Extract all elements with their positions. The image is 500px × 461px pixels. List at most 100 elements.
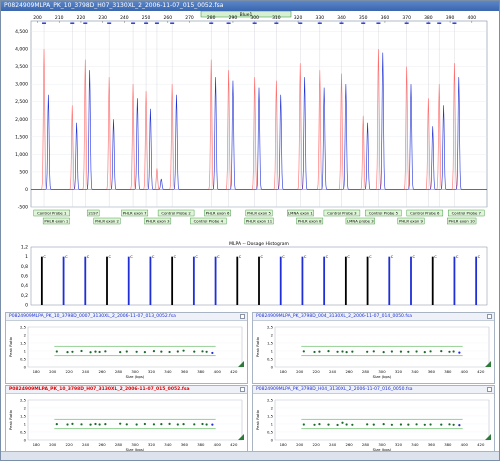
- data-point: [160, 350, 163, 353]
- y-tick-label: 0: [24, 364, 27, 369]
- data-point: [80, 349, 83, 353]
- x-tick-label: 310: [272, 15, 281, 21]
- data-point: [318, 350, 321, 353]
- data-point: [125, 423, 128, 426]
- dosage-bar: [279, 256, 282, 305]
- y-tick-label: 1,5: [267, 340, 274, 345]
- x-axis-label: Size (bps): [126, 374, 145, 379]
- bar-label: C: [413, 255, 416, 259]
- resize-grip-icon: [238, 361, 244, 367]
- bin-marker: [437, 22, 442, 24]
- data-point: [125, 350, 128, 353]
- y-tick-label: 1: [25, 254, 28, 260]
- data-point: [94, 350, 97, 353]
- bar-label: C: [456, 255, 459, 259]
- data-point: [390, 350, 393, 353]
- dosage-bar: [366, 256, 369, 305]
- x-tick-label: 300: [131, 442, 139, 447]
- bin-marker: [317, 22, 322, 24]
- bin-marker: [404, 22, 409, 24]
- data-point: [80, 423, 83, 426]
- data-point: [89, 351, 92, 354]
- x-tick-label: 240: [120, 15, 129, 21]
- ratio-panel-2[interactable]: P0824909MLPA_PK_3798D_004_3130XL_2_2006-…: [252, 312, 495, 384]
- bar-label: C: [43, 255, 46, 259]
- y-tick-label: 2,000: [15, 117, 28, 123]
- data-point: [423, 423, 426, 426]
- x-tick-label: 260: [345, 369, 353, 374]
- bar-label: C: [217, 255, 220, 259]
- bar-label: C: [195, 255, 198, 259]
- data-point: [372, 423, 375, 426]
- probe-row1-box: [33, 209, 70, 217]
- series-line-blue: [31, 52, 487, 190]
- y-tick-label: 1,5: [267, 413, 274, 418]
- dosage-bar: [431, 256, 434, 305]
- bar-label: C: [87, 255, 90, 259]
- electropherogram-chart[interactable]: Blue1 200 210 220 230 240 250 260 270 280 290 300 31…: [1, 11, 499, 241]
- x-tick-label: 240: [329, 442, 337, 447]
- x-tick-label: 380: [444, 369, 452, 374]
- probe-row1-box: [204, 209, 231, 217]
- dosage-bar: [171, 256, 174, 305]
- data-point: [345, 351, 348, 354]
- ratio-panel-4[interactable]: P0824909MLPA_PK_3798D_H04_3130XL_2_2006-…: [252, 385, 495, 457]
- x-tick-label: 300: [250, 15, 259, 21]
- x-tick-label: 200: [49, 369, 57, 374]
- bar-label: C: [326, 255, 329, 259]
- bin-marker: [42, 22, 47, 24]
- y-tick-label: 2: [24, 405, 27, 410]
- data-point: [66, 423, 69, 426]
- probe-row1-box: [406, 209, 444, 217]
- dosage-bar: [40, 256, 43, 305]
- x-tick-label: 240: [82, 369, 90, 374]
- data-point: [313, 350, 316, 354]
- panel-checkbox[interactable]: [240, 314, 245, 319]
- bar-label: C: [391, 255, 394, 259]
- x-tick-label: 330: [316, 15, 325, 21]
- bar-label: C: [282, 255, 285, 259]
- x-tick-label: 420: [230, 442, 238, 447]
- ratio-panel-1[interactable]: P0824909MLPA_PK_10_3798D_0007_3130XL_2_2…: [5, 312, 248, 384]
- x-axis-label: Size (bps): [373, 447, 392, 452]
- y-tick-label: 1: [271, 348, 274, 353]
- dosage-histogram[interactable]: MLPA -- Dosage Histogram 1,2 1 0,8 0,6 0,4 0,2…: [1, 241, 499, 309]
- x-tick-label: 360: [428, 369, 436, 374]
- dosage-bar: [62, 256, 65, 305]
- y-tick-label: 0,5: [267, 356, 274, 361]
- data-point: [104, 423, 107, 426]
- x-tick-label: 320: [148, 369, 156, 374]
- bar-label: C: [347, 255, 350, 259]
- dosage-bar: [475, 256, 478, 305]
- panel-checkbox[interactable]: [487, 387, 492, 392]
- ratio-plot-1: 2,5 2 1,5 1 0,5 0 180 200 220 240 260 280 300 320 340 3…: [8, 324, 244, 379]
- x-tick-label: 320: [148, 442, 156, 447]
- x-tick-label: 220: [313, 369, 321, 374]
- ratio-panel-4-title: P0824909MLPA_PK_3798D_H04_3130XL_2_2006-…: [253, 386, 494, 394]
- data-point: [302, 350, 305, 353]
- data-point: [313, 423, 316, 426]
- x-tick-label: 280: [115, 442, 123, 447]
- x-axis-label: Size (bps): [373, 374, 392, 379]
- probe-row2-box: [42, 217, 70, 225]
- probe-row2-label: PHLR exon 10: [449, 219, 476, 224]
- probe-row2-box: [397, 217, 425, 225]
- data-point: [160, 423, 163, 426]
- y-tick-label: 0: [271, 437, 274, 442]
- scatter-area: [27, 399, 243, 441]
- bin-marker: [154, 22, 159, 24]
- panel-checkbox[interactable]: [487, 314, 492, 319]
- x-tick-label: 220: [66, 442, 74, 447]
- data-point: [143, 351, 146, 354]
- probe-row2-box: [296, 217, 324, 225]
- y-tick-label: 0,4: [21, 283, 28, 289]
- data-point: [176, 423, 179, 426]
- dye-label-box: [200, 11, 292, 18]
- x-tick-label: 220: [66, 369, 74, 374]
- panel-checkbox[interactable]: [240, 387, 245, 392]
- y-tick-label: 2,5: [20, 397, 27, 402]
- y-tick-label: 0,8: [21, 264, 28, 270]
- x-tick-label: 180: [280, 369, 288, 374]
- ratio-panel-3[interactable]: P0824909MLPA_PK_10_3798D_H07_3130XL_2_20…: [5, 385, 248, 457]
- x-tick-label: 340: [411, 442, 419, 447]
